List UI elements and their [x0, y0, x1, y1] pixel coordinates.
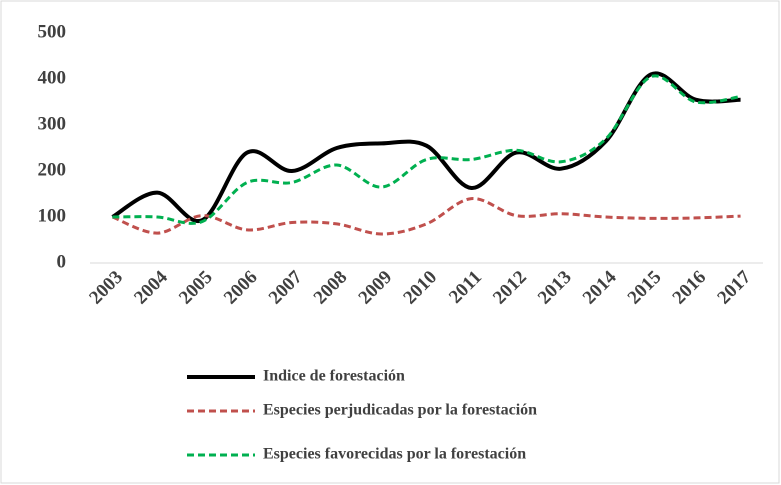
y-tick-label: 500: [38, 21, 67, 42]
y-tick-label: 200: [38, 159, 67, 180]
line-series: [111, 197, 741, 236]
legend-label: Especies favorecidas por la forestación: [263, 446, 526, 463]
line-series: [111, 71, 741, 224]
legend-label: Especies perjudicadas por la forestación: [263, 402, 537, 419]
y-tick-label: 400: [38, 67, 67, 88]
line-series: [112, 74, 741, 225]
legend-label: Indice de forestación: [263, 368, 405, 385]
y-tick-label: 100: [38, 205, 67, 226]
y-tick-label: 300: [38, 113, 67, 134]
y-tick-label: 0: [57, 251, 67, 272]
